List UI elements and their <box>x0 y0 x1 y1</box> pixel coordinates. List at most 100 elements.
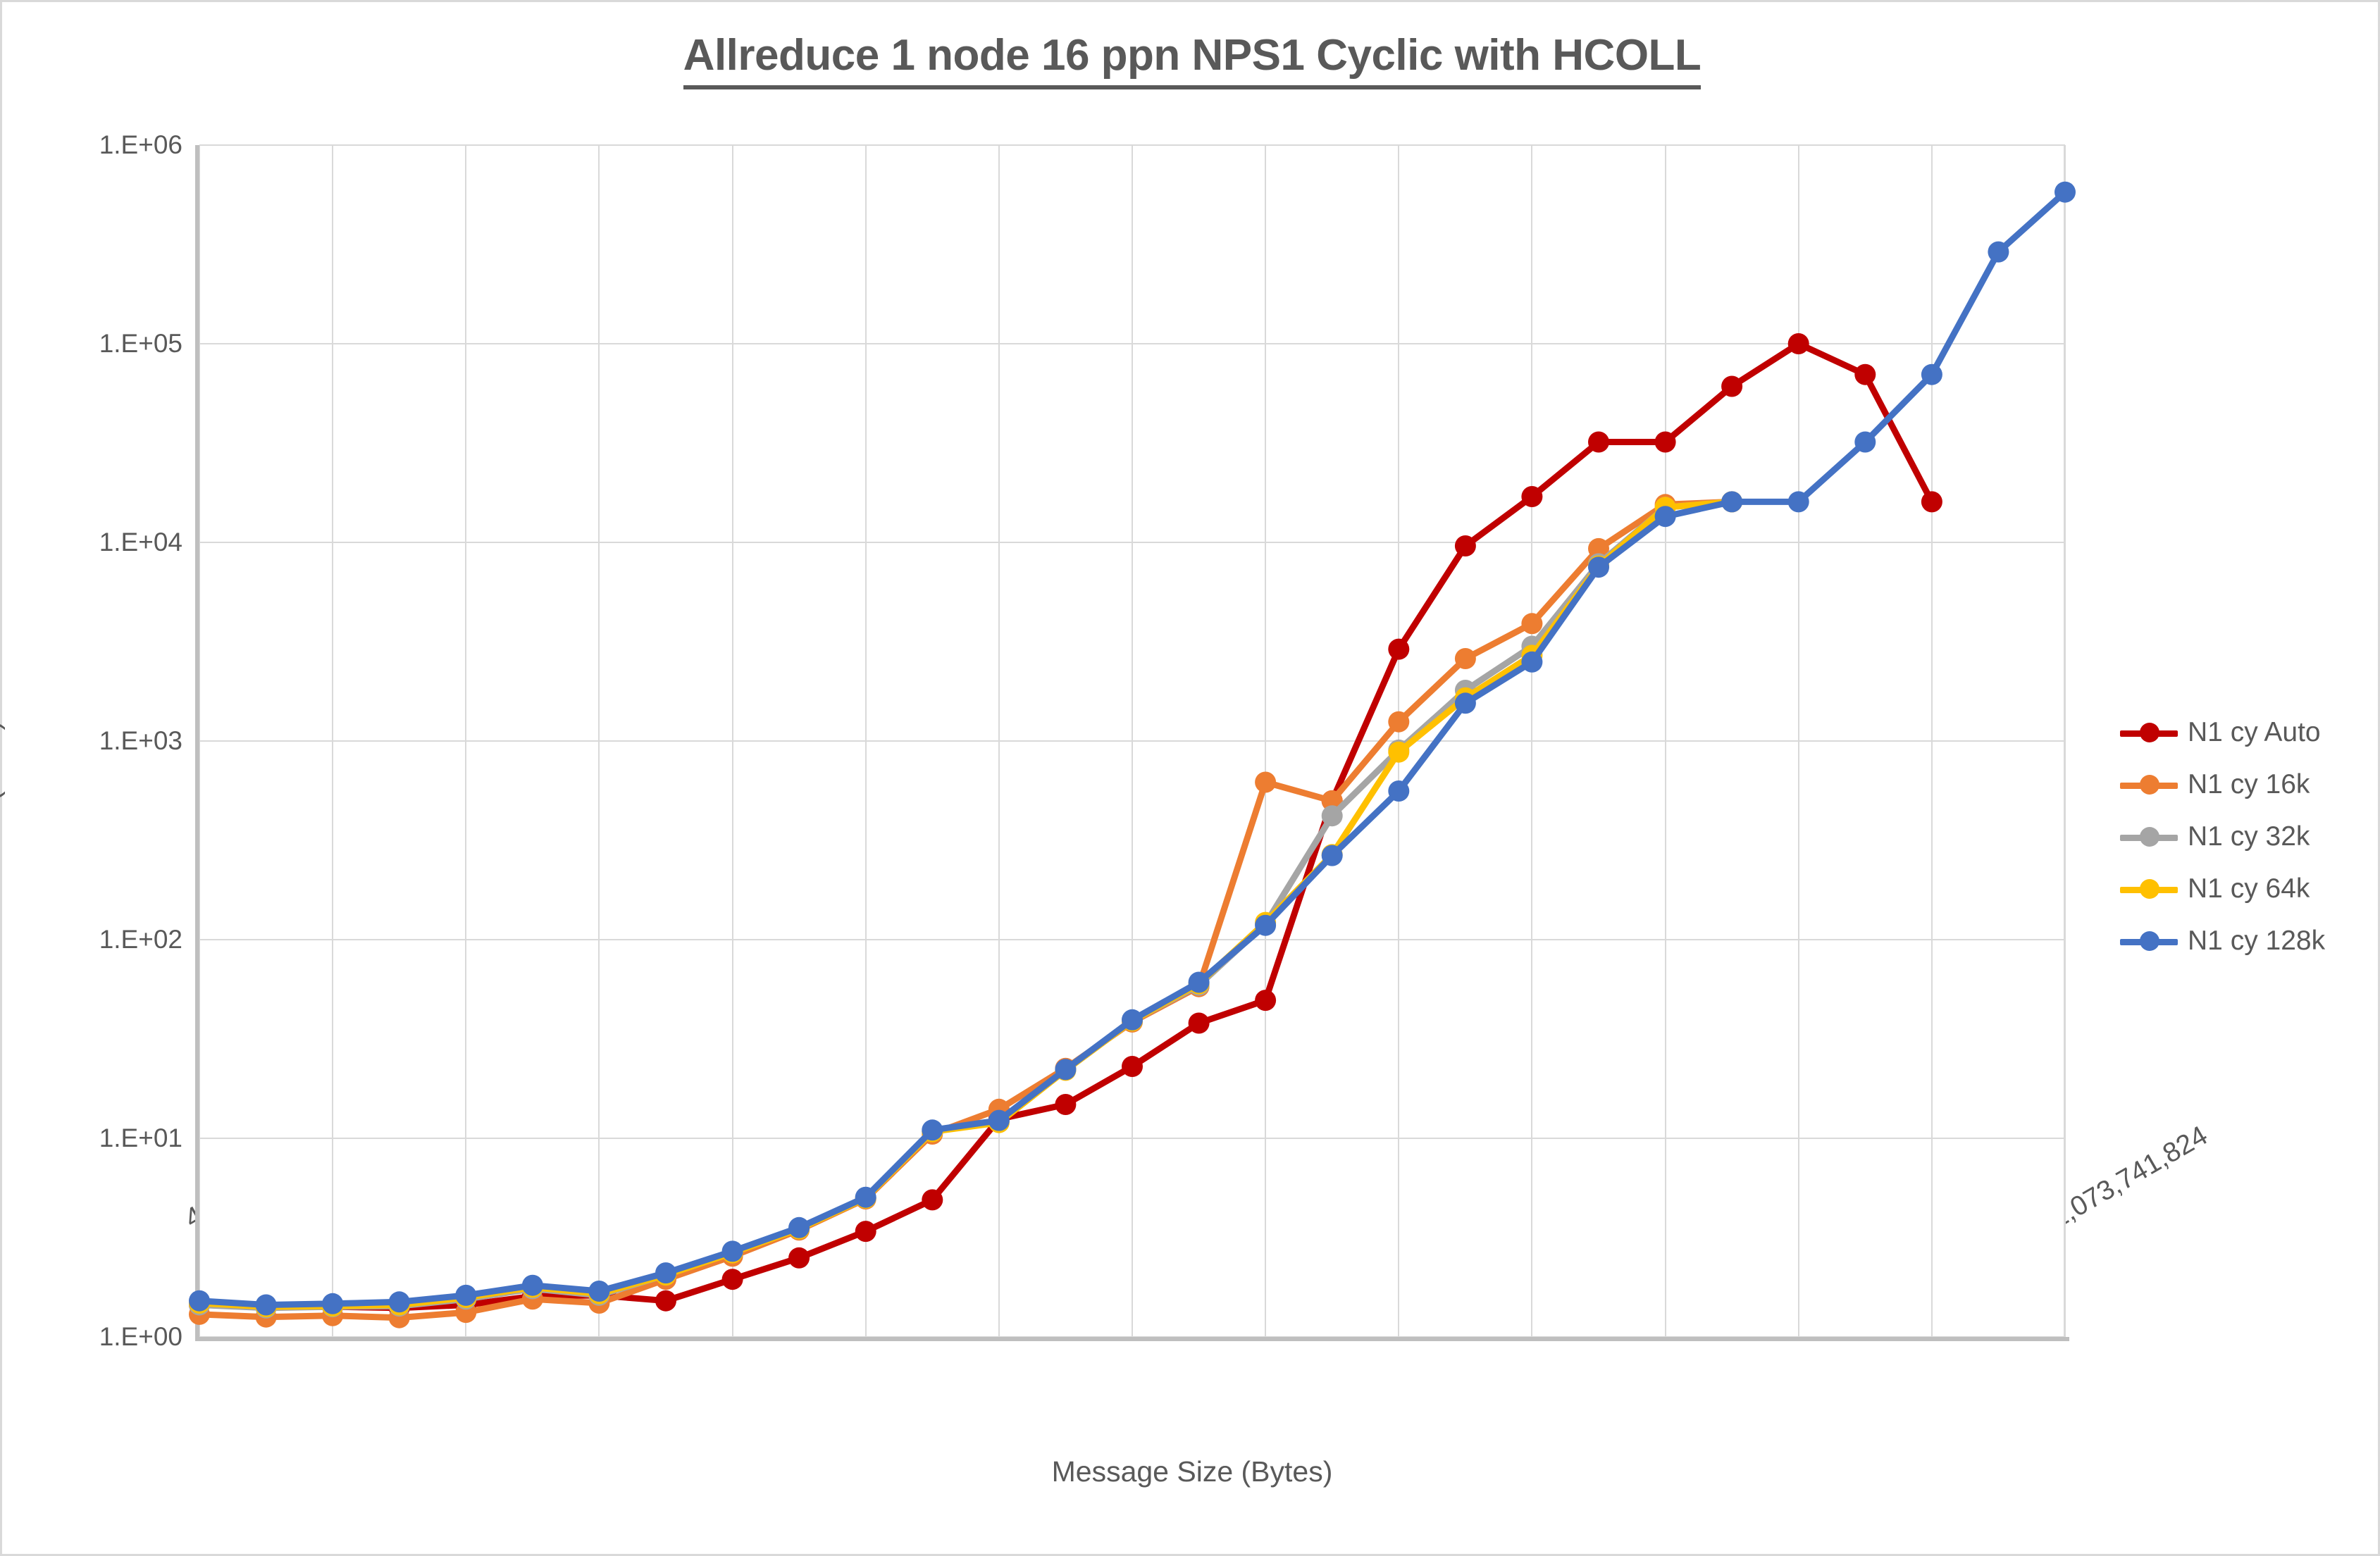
data-point-marker <box>1321 805 1343 827</box>
legend-item[interactable]: N1 cy Auto <box>2120 707 2374 759</box>
series-n1-cy-auto <box>189 333 1942 1319</box>
gridline-vertical <box>1797 145 1799 1337</box>
legend: N1 cy Auto N1 cy 16k N1 cy 32k N1 cy 64k N1 … <box>2120 707 2374 967</box>
data-point-marker <box>855 1221 876 1243</box>
legend-marker-icon <box>2140 723 2159 742</box>
data-point-marker <box>1255 771 1277 793</box>
y-tick-label: 1.E+03 <box>99 726 182 755</box>
data-point-marker <box>1388 638 1410 660</box>
data-point-marker <box>1188 971 1210 993</box>
data-point-marker <box>1521 486 1543 507</box>
legend-swatch-icon <box>2120 931 2178 952</box>
y-tick-label: 1.E+06 <box>99 130 182 159</box>
legend-item[interactable]: N1 cy 16k <box>2120 759 2374 811</box>
legend-item-label: N1 cy 64k <box>2188 873 2310 904</box>
gridline-vertical <box>864 145 867 1337</box>
data-point-marker <box>922 1119 943 1141</box>
gridline-vertical <box>1531 145 1533 1337</box>
data-point-marker <box>1055 1059 1077 1081</box>
data-point-marker <box>1188 1012 1210 1034</box>
chart-title: Allreduce 1 node 16 ppn NPS1 Cyclic with… <box>2 30 2380 89</box>
legend-item-label: N1 cy 128k <box>2188 926 2326 956</box>
legend-item[interactable]: N1 cy 64k <box>2120 863 2374 915</box>
legend-swatch-icon <box>2120 774 2178 795</box>
plot-right-border <box>2064 145 2066 1337</box>
gridline-vertical <box>1265 145 1267 1337</box>
data-point-marker <box>1721 491 1743 513</box>
data-point-marker <box>455 1284 477 1306</box>
data-point-marker <box>1921 363 1942 385</box>
gridline-vertical <box>1132 145 1133 1337</box>
x-tick-label: 1,073,741,824 <box>2045 1120 2213 1235</box>
data-point-marker <box>1721 375 1743 397</box>
data-point-marker <box>1255 990 1277 1012</box>
data-point-marker <box>788 1216 810 1238</box>
gridline-vertical <box>332 145 334 1337</box>
legend-item[interactable]: N1 cy 32k <box>2120 811 2374 863</box>
y-axis-line <box>195 145 199 1341</box>
data-point-marker <box>255 1294 277 1316</box>
data-point-marker <box>1388 780 1410 802</box>
data-point-marker <box>1388 711 1410 733</box>
data-point-marker <box>189 1290 210 1312</box>
data-point-marker <box>1055 1094 1077 1115</box>
data-point-marker <box>1521 651 1543 673</box>
data-point-marker <box>1122 1056 1143 1077</box>
data-point-marker <box>1388 741 1410 763</box>
data-point-marker <box>588 1281 610 1302</box>
legend-item-label: N1 cy 16k <box>2188 769 2310 799</box>
legend-marker-icon <box>2140 879 2159 899</box>
data-point-marker <box>1588 431 1609 453</box>
gridline-vertical <box>731 145 733 1337</box>
data-point-marker <box>721 1240 743 1262</box>
data-point-marker <box>788 1247 810 1269</box>
gridline-vertical <box>998 145 1000 1337</box>
data-point-marker <box>1787 491 1809 513</box>
chart-title-text: Allreduce 1 node 16 ppn NPS1 Cyclic with… <box>683 31 1702 89</box>
series-line <box>196 498 1735 1312</box>
y-tick-label: 1.E+00 <box>99 1322 182 1351</box>
legend-item[interactable]: N1 cy 128k <box>2120 915 2374 967</box>
data-point-marker <box>1654 506 1676 528</box>
series-layer <box>189 181 2076 1328</box>
data-point-marker <box>1588 556 1609 578</box>
legend-swatch-icon <box>2120 722 2178 743</box>
data-point-marker <box>1454 648 1476 669</box>
data-point-marker <box>1321 790 1343 811</box>
legend-item-label: N1 cy Auto <box>2188 717 2321 747</box>
data-point-marker <box>655 1290 676 1312</box>
data-point-marker <box>721 1269 743 1290</box>
legend-swatch-icon <box>2120 826 2178 847</box>
gridline-vertical <box>199 145 200 1337</box>
data-point-marker <box>988 1109 1010 1131</box>
series-line <box>196 340 1935 1312</box>
data-point-marker <box>1988 241 2009 263</box>
gridline-vertical <box>465 145 467 1337</box>
legend-marker-icon <box>2140 827 2159 847</box>
series-n1-cy-32k <box>189 491 1743 1319</box>
data-point-marker <box>1122 1009 1143 1031</box>
gridline-vertical <box>1664 145 1666 1337</box>
data-point-marker <box>388 1291 410 1313</box>
data-point-marker <box>521 1274 543 1296</box>
legend-swatch-icon <box>2120 878 2178 900</box>
y-tick-label: 1.E+02 <box>99 925 182 954</box>
data-point-marker <box>855 1186 876 1208</box>
data-point-marker <box>1654 431 1676 453</box>
x-axis-line <box>195 1337 2069 1341</box>
series-n1-cy-16k <box>189 491 1743 1328</box>
y-axis-title: Time (usec) <box>0 721 6 872</box>
legend-marker-icon <box>2140 775 2159 795</box>
series-n1-cy-128k <box>189 181 2076 1316</box>
data-point-marker <box>1787 333 1809 354</box>
data-point-marker <box>1255 914 1277 936</box>
data-point-marker <box>655 1262 676 1284</box>
data-point-marker <box>1588 537 1609 559</box>
x-axis-title: Message Size (Bytes) <box>1051 1455 1333 1488</box>
data-point-marker <box>1854 431 1876 453</box>
data-point-marker <box>1521 613 1543 635</box>
data-point-marker <box>2054 181 2076 203</box>
data-point-marker <box>1921 491 1942 513</box>
series-n1-cy-64k <box>189 491 1743 1318</box>
